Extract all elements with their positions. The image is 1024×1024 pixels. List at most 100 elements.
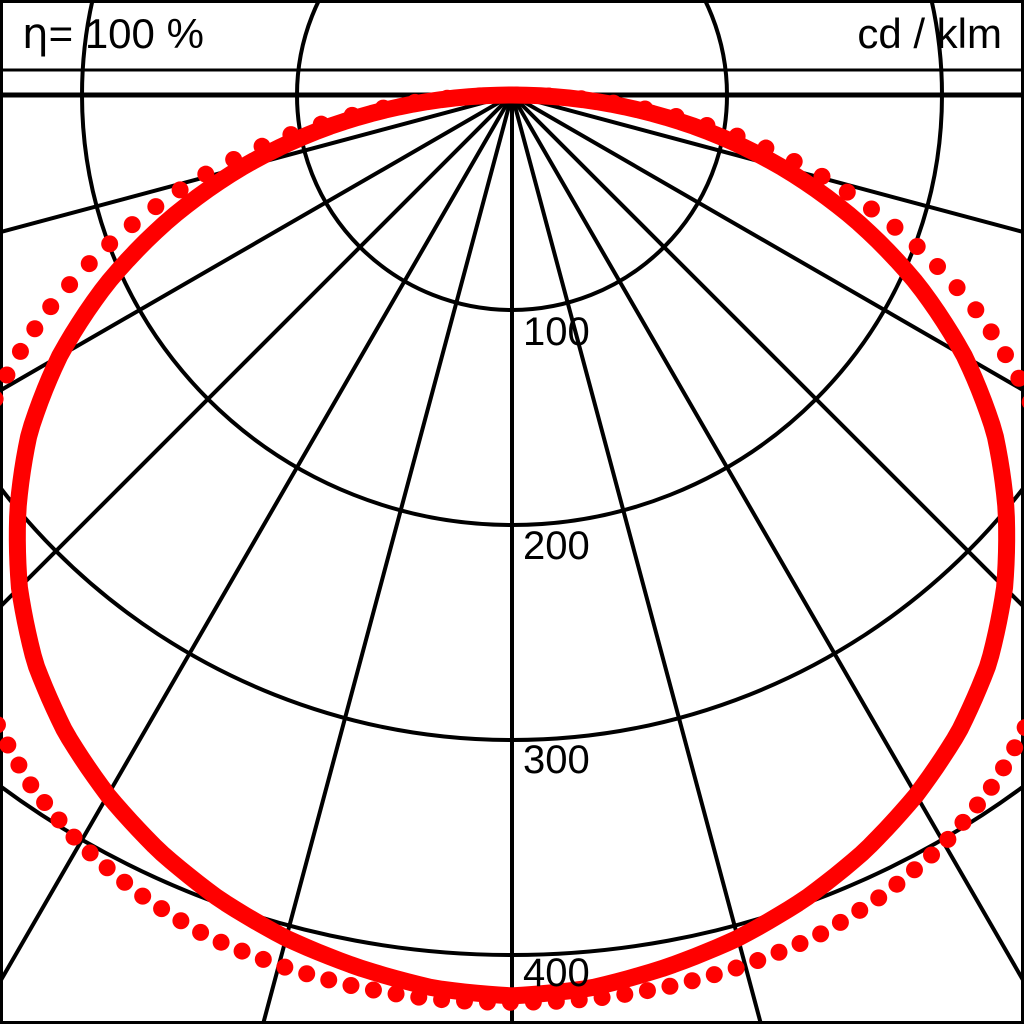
- curve-dot: [101, 235, 119, 253]
- curve-dot: [683, 972, 701, 990]
- curve-dot: [192, 923, 210, 941]
- curve-dot: [593, 989, 611, 1007]
- angular-gridline-60deg: [511, 93, 1024, 393]
- curve-dot: [312, 115, 330, 133]
- curve-dot: [42, 298, 60, 316]
- angular-gridline--30deg: [0, 93, 514, 983]
- curve-dot: [134, 887, 152, 905]
- curve-dot: [471, 87, 489, 105]
- curve-dot: [728, 127, 746, 145]
- radial-tick-label-100: 100: [523, 310, 590, 354]
- radial-gridline-100: [295, 0, 729, 312]
- curve-dot: [374, 99, 392, 117]
- efficiency-label: η= 100 %: [22, 13, 204, 55]
- curve-dot: [26, 320, 44, 338]
- curve-dot: [727, 959, 745, 977]
- curve-dot: [61, 276, 79, 294]
- curve-dot: [282, 126, 300, 144]
- curve-dot: [342, 976, 360, 994]
- curve-dot: [905, 861, 923, 879]
- curve-dot: [116, 873, 134, 891]
- curve-dot: [507, 86, 525, 104]
- curve-dot: [698, 117, 716, 135]
- curve-dot: [98, 859, 116, 877]
- curve-dot: [343, 106, 361, 124]
- curve-dot: [996, 346, 1014, 364]
- curve-dot: [456, 992, 474, 1010]
- angular-gridline-45deg: [510, 93, 1024, 609]
- angular-gridline--15deg: [261, 94, 514, 1024]
- curve-dot: [838, 183, 856, 201]
- curve-dot: [572, 90, 590, 108]
- curve-dot: [604, 94, 622, 112]
- radial-gridline-200: [80, 0, 944, 527]
- curve-dot: [862, 200, 880, 218]
- curve-dot: [197, 165, 215, 183]
- angular-gridline-30deg: [510, 93, 1024, 983]
- curve-dot: [923, 846, 941, 864]
- curve-dot: [50, 811, 68, 829]
- curve-dot: [870, 889, 888, 907]
- curve-dot: [10, 756, 28, 774]
- curve-dot: [813, 167, 831, 185]
- efficiency-value: 100 %: [84, 10, 204, 57]
- curve-dot: [967, 301, 985, 319]
- radial-tick-label-200: 200: [523, 524, 590, 568]
- curve-dot: [616, 985, 634, 1003]
- curve-dot: [982, 778, 1000, 796]
- curve-dot: [749, 952, 767, 970]
- curve-dot: [851, 901, 869, 919]
- curve-dot: [0, 391, 4, 406]
- radial-tick-label-300: 300: [523, 738, 590, 782]
- curve-dot: [225, 151, 243, 169]
- curve-dot: [153, 900, 171, 918]
- curve-dot: [147, 198, 165, 216]
- curve-dot: [968, 796, 986, 814]
- curve-dot: [387, 985, 405, 1003]
- curve-dot: [954, 813, 972, 831]
- curve-dot: [11, 342, 29, 360]
- curve-dot: [501, 993, 519, 1011]
- curve-dot: [81, 844, 99, 862]
- curve-dot: [661, 977, 679, 995]
- curve-dot: [171, 181, 189, 199]
- curve-dot: [172, 912, 190, 930]
- curve-dot: [254, 950, 272, 968]
- curve-dot: [36, 794, 54, 812]
- curve-dot: [888, 875, 906, 893]
- curve-dot: [791, 934, 809, 952]
- curve-dot: [831, 913, 849, 931]
- curve-dot: [298, 965, 316, 983]
- curve-dot: [0, 366, 16, 384]
- eta-symbol: η: [22, 9, 49, 58]
- curve-dot: [540, 87, 558, 105]
- curve-dot: [886, 218, 904, 236]
- intensity-curves: [0, 86, 1024, 1011]
- angular-gridline--60deg: [0, 93, 513, 393]
- curve-dot: [570, 991, 588, 1009]
- curve-dot: [1021, 396, 1024, 408]
- curve-dot: [410, 988, 428, 1006]
- curve-dot: [478, 993, 496, 1011]
- curve-dot: [995, 759, 1013, 777]
- curve-dot: [785, 152, 803, 170]
- curve-dot: [364, 981, 382, 999]
- radial-tick-label-400: 400: [523, 951, 590, 995]
- curve-dot: [638, 982, 656, 1000]
- curve-dot: [757, 139, 775, 157]
- curve-dot: [212, 933, 230, 951]
- curve-dot: [547, 992, 565, 1010]
- curve-dot: [812, 925, 830, 943]
- curve-dot: [406, 93, 424, 111]
- unit-label: cd / klm: [857, 10, 1002, 57]
- curve-dot: [636, 100, 654, 118]
- curve-dot: [123, 216, 141, 234]
- curve-dot: [524, 993, 542, 1011]
- angular-gridline-15deg: [510, 94, 763, 1024]
- curve-dot: [276, 958, 294, 976]
- curve-dot: [0, 716, 6, 733]
- curve-dot: [22, 776, 40, 794]
